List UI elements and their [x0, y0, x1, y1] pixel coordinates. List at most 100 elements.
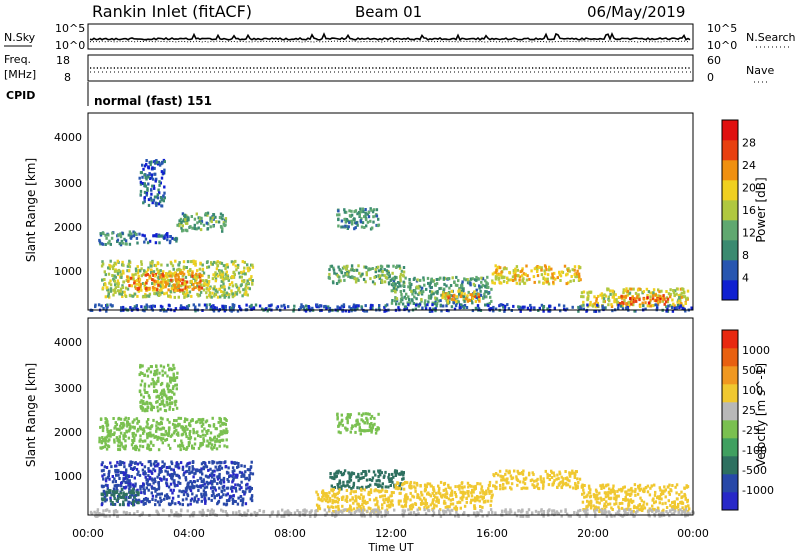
- heatmap-cell: [107, 430, 109, 433]
- heatmap-cell: [170, 435, 172, 438]
- heatmap-cell: [473, 290, 475, 293]
- heatmap-cell: [147, 418, 149, 421]
- heatmap-cell: [360, 489, 362, 492]
- heatmap-cell: [161, 422, 163, 425]
- heatmap-cell: [148, 295, 150, 298]
- heatmap-cell: [145, 282, 147, 285]
- heatmap-cell: [348, 472, 350, 475]
- heatmap-cell: [652, 294, 654, 297]
- heatmap-cell: [363, 215, 365, 218]
- heatmap-cell: [168, 427, 170, 430]
- heatmap-cell: [587, 297, 589, 300]
- heatmap-cell: [150, 463, 152, 466]
- heatmap-cell: [122, 471, 124, 474]
- heatmap-cell: [164, 371, 166, 374]
- heatmap-cell: [163, 427, 165, 430]
- heatmap-cell: [482, 284, 484, 287]
- heatmap-cell: [440, 481, 442, 484]
- heatmap-cell: [403, 289, 405, 292]
- heatmap-cell: [128, 284, 130, 287]
- heatmap-cell: [232, 292, 234, 295]
- heatmap-cell: [169, 274, 171, 277]
- heatmap-cell: [163, 186, 165, 189]
- heatmap-cell: [237, 497, 239, 500]
- heatmap-cell: [333, 493, 335, 496]
- heatmap-cell: [128, 234, 130, 237]
- heatmap-cell: [300, 303, 302, 306]
- heatmap-cell: [603, 300, 605, 303]
- heatmap-cell: [102, 438, 104, 441]
- heatmap-cell: [154, 503, 156, 506]
- heatmap-cell: [363, 278, 365, 281]
- heatmap-cell: [163, 292, 165, 295]
- heatmap-cell: [437, 485, 439, 488]
- heatmap-cell: [138, 420, 140, 423]
- heatmap-cell: [231, 490, 233, 493]
- heatmap-cell: [199, 484, 201, 487]
- heatmap-cell: [529, 304, 531, 307]
- heatmap-cell: [216, 494, 218, 497]
- heatmap-cell: [352, 486, 354, 489]
- heatmap-cell: [140, 181, 142, 184]
- heatmap-cell: [343, 279, 345, 282]
- heatmap-cell: [491, 281, 493, 284]
- heatmap-cell: [142, 295, 144, 298]
- heatmap-cell: [114, 280, 116, 283]
- heatmap-cell: [194, 218, 196, 221]
- heatmap-cell: [603, 307, 605, 310]
- heatmap-cell: [168, 367, 170, 370]
- heatmap-cell: [154, 499, 156, 502]
- heatmap-cell: [381, 486, 383, 489]
- heatmap-cell: [361, 273, 363, 276]
- heatmap-cell: [351, 220, 353, 223]
- heatmap-cell: [188, 468, 190, 471]
- heatmap-cell: [130, 462, 132, 465]
- heatmap-cell: [632, 288, 634, 291]
- heatmap-cell: [140, 383, 142, 386]
- heatmap-cell: [423, 284, 425, 287]
- colorbar-tick-label: 24: [742, 159, 756, 172]
- heatmap-cell: [376, 429, 378, 432]
- heatmap-cell: [430, 293, 432, 296]
- heatmap-cell: [217, 296, 219, 299]
- heatmap-cell: [341, 496, 343, 499]
- heatmap-cell: [430, 282, 432, 285]
- heatmap-cell: [160, 392, 162, 395]
- heatmap-cell: [183, 473, 185, 476]
- heatmap-cell: [194, 480, 196, 483]
- heatmap-cell: [208, 497, 210, 500]
- heatmap-cell: [400, 290, 402, 293]
- heatmap-cell: [151, 424, 153, 427]
- heatmap-cell: [393, 491, 395, 494]
- heatmap-cell: [547, 273, 549, 276]
- heatmap-cell: [205, 464, 207, 467]
- heatmap-cell: [193, 500, 195, 503]
- heatmap-cell: [108, 273, 110, 276]
- heatmap-cell: [208, 280, 210, 283]
- heatmap-cell: [683, 292, 685, 295]
- heatmap-cell: [343, 218, 345, 221]
- heatmap-cell: [611, 290, 613, 293]
- heatmap-cell: [232, 475, 234, 478]
- heatmap-cell: [392, 277, 394, 280]
- heatmap-cell: [427, 505, 429, 508]
- heatmap-cell: [576, 477, 578, 480]
- heatmap-cell: [460, 507, 462, 510]
- heatmap-cell: [528, 278, 530, 281]
- heatmap-cell: [120, 235, 122, 238]
- heatmap-cell: [158, 372, 160, 375]
- heatmap-cell: [212, 225, 214, 228]
- heatmap-cell: [224, 296, 226, 299]
- heatmap-cell: [607, 491, 609, 494]
- heatmap-cell: [603, 505, 605, 508]
- heatmap-cell: [522, 306, 524, 309]
- heatmap-cell: [486, 290, 488, 293]
- heatmap-cell: [431, 303, 433, 306]
- heatmap-cell: [444, 482, 446, 485]
- heatmap-cell: [186, 493, 188, 496]
- heatmap-cell: [216, 264, 218, 267]
- heatmap-cell: [635, 506, 637, 509]
- heatmap-cell: [355, 499, 357, 502]
- heatmap-cell: [141, 364, 143, 367]
- heatmap-cell: [113, 488, 115, 491]
